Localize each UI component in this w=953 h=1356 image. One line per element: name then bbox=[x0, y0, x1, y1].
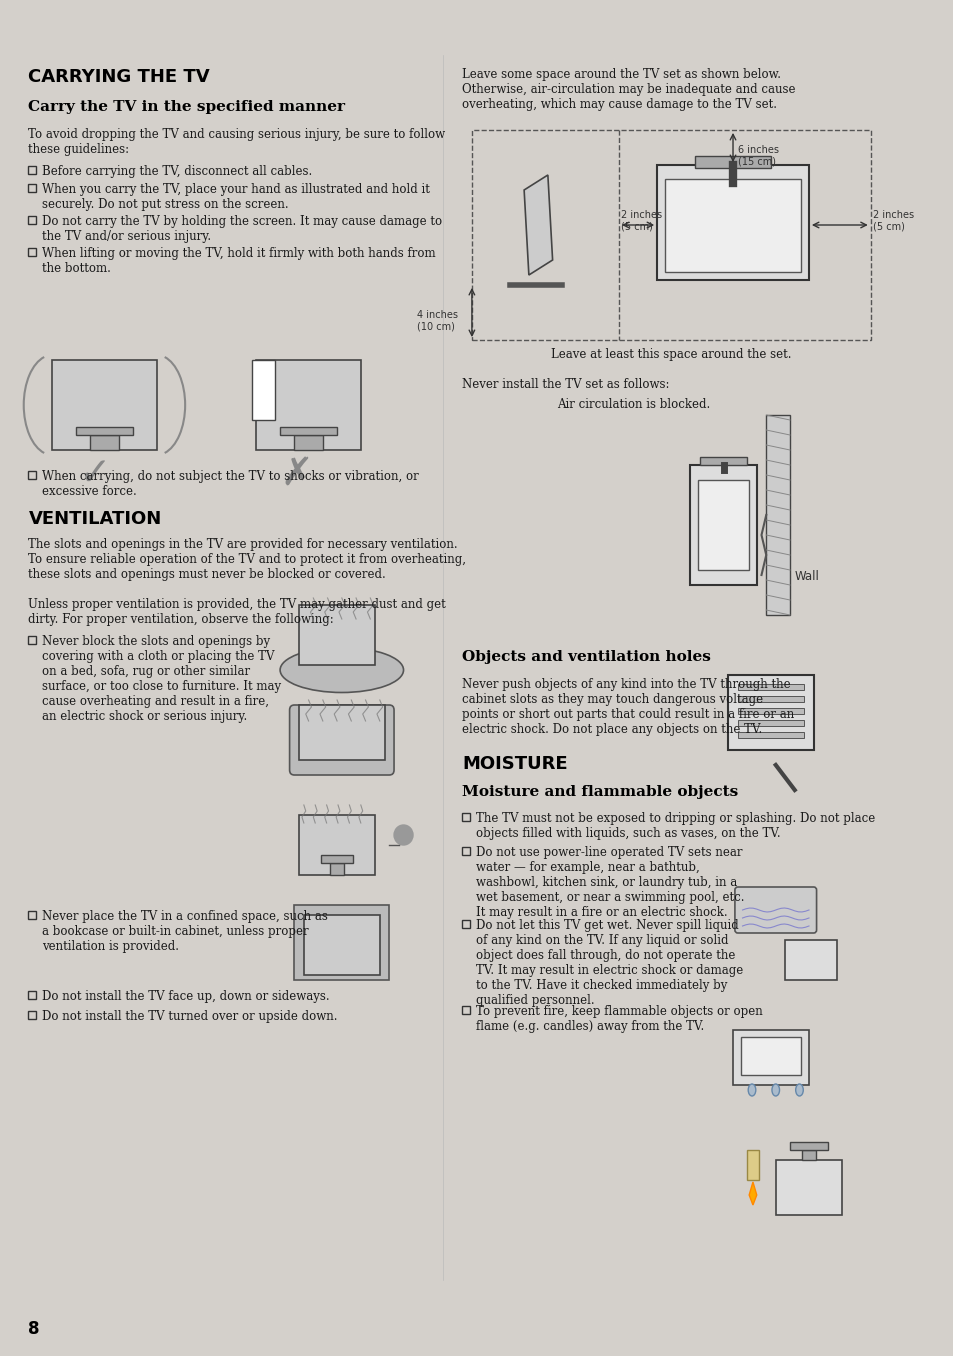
Bar bbox=[737, 683, 803, 690]
Bar bbox=[303, 915, 379, 975]
Polygon shape bbox=[748, 1182, 756, 1205]
Ellipse shape bbox=[280, 648, 403, 693]
Bar bbox=[299, 605, 375, 664]
Text: MOISTURE: MOISTURE bbox=[462, 755, 567, 773]
Bar bbox=[737, 696, 803, 702]
Bar bbox=[462, 919, 470, 928]
Bar bbox=[801, 1150, 815, 1159]
Bar bbox=[698, 480, 748, 570]
Bar bbox=[330, 862, 343, 875]
Bar bbox=[252, 359, 275, 420]
Text: Air circulation is blocked.: Air circulation is blocked. bbox=[557, 399, 710, 411]
Circle shape bbox=[394, 824, 413, 845]
Bar bbox=[740, 1037, 801, 1075]
Bar bbox=[299, 705, 384, 759]
Bar bbox=[789, 1142, 827, 1150]
Text: When lifting or moving the TV, hold it firmly with both hands from
the bottom.: When lifting or moving the TV, hold it f… bbox=[42, 247, 435, 275]
Text: ✓: ✓ bbox=[78, 456, 112, 494]
Text: Leave some space around the TV set as shown below.
Otherwise, air-circulation ma: Leave some space around the TV set as sh… bbox=[462, 68, 795, 111]
Text: Moisture and flammable objects: Moisture and flammable objects bbox=[462, 785, 738, 799]
Bar bbox=[695, 156, 770, 168]
Text: The slots and openings in the TV are provided for necessary ventilation.
To ensu: The slots and openings in the TV are pro… bbox=[29, 538, 466, 580]
Bar bbox=[299, 815, 375, 875]
Text: Do not let this TV get wet. Never spill liquid
of any kind on the TV. If any liq: Do not let this TV get wet. Never spill … bbox=[476, 919, 742, 1008]
Text: Never install the TV set as follows:: Never install the TV set as follows: bbox=[462, 378, 669, 391]
Text: When you carry the TV, place your hand as illustrated and hold it
securely. Do n: When you carry the TV, place your hand a… bbox=[42, 183, 429, 212]
Bar bbox=[765, 415, 789, 616]
Bar bbox=[462, 1006, 470, 1014]
Bar bbox=[737, 720, 803, 725]
Text: Do not install the TV turned over or upside down.: Do not install the TV turned over or ups… bbox=[42, 1010, 337, 1022]
Bar bbox=[294, 904, 389, 980]
Bar bbox=[76, 427, 132, 435]
Text: To avoid dropping the TV and causing serious injury, be sure to follow
these gui: To avoid dropping the TV and causing ser… bbox=[29, 127, 445, 156]
Bar bbox=[29, 911, 36, 919]
Text: Before carrying the TV, disconnect all cables.: Before carrying the TV, disconnect all c… bbox=[42, 165, 312, 178]
Bar bbox=[664, 179, 801, 273]
Text: When carrying, do not subject the TV to shocks or vibration, or
excessive force.: When carrying, do not subject the TV to … bbox=[42, 471, 418, 498]
FancyBboxPatch shape bbox=[290, 705, 394, 776]
Bar bbox=[29, 636, 36, 644]
Bar bbox=[29, 216, 36, 224]
Text: 2 inches
(5 cm): 2 inches (5 cm) bbox=[620, 210, 661, 232]
Text: Objects and ventilation holes: Objects and ventilation holes bbox=[462, 650, 711, 664]
Ellipse shape bbox=[747, 1083, 755, 1096]
Bar bbox=[29, 248, 36, 256]
Ellipse shape bbox=[771, 1083, 779, 1096]
Text: Never push objects of any kind into the TV through the
cabinet slots as they may: Never push objects of any kind into the … bbox=[462, 678, 794, 736]
Bar bbox=[462, 814, 470, 820]
Bar bbox=[462, 848, 470, 856]
Bar bbox=[280, 427, 336, 435]
Text: 2 inches
(5 cm): 2 inches (5 cm) bbox=[872, 210, 913, 232]
Bar bbox=[746, 1150, 758, 1180]
Text: Do not carry the TV by holding the screen. It may cause damage to
the TV and/or : Do not carry the TV by holding the scree… bbox=[42, 216, 441, 243]
Text: ✗: ✗ bbox=[280, 456, 314, 494]
Bar bbox=[775, 1159, 841, 1215]
Text: Never place the TV in a confined space, such as
a bookcase or built-in cabinet, : Never place the TV in a confined space, … bbox=[42, 910, 327, 953]
Bar bbox=[256, 359, 360, 450]
Bar bbox=[737, 732, 803, 738]
Text: Do not install the TV face up, down or sideways.: Do not install the TV face up, down or s… bbox=[42, 990, 329, 1003]
Text: Wall: Wall bbox=[794, 570, 819, 583]
Bar bbox=[657, 165, 808, 279]
Bar bbox=[29, 184, 36, 193]
Text: 6 inches
(15 cm): 6 inches (15 cm) bbox=[737, 145, 778, 167]
Bar bbox=[690, 465, 756, 584]
Bar bbox=[737, 708, 803, 715]
Bar bbox=[29, 471, 36, 479]
Text: To prevent fire, keep flammable objects or open
flame (e.g. candles) away from t: To prevent fire, keep flammable objects … bbox=[476, 1005, 761, 1033]
Bar bbox=[784, 940, 837, 980]
Text: Leave at least this space around the set.: Leave at least this space around the set… bbox=[551, 348, 791, 361]
Text: Do not use power-line operated TV sets near
water — for example, near a bathtub,: Do not use power-line operated TV sets n… bbox=[476, 846, 743, 919]
Bar bbox=[700, 457, 746, 465]
Bar bbox=[29, 1012, 36, 1018]
Bar bbox=[91, 435, 118, 450]
Polygon shape bbox=[523, 175, 552, 275]
Text: Unless proper ventilation is provided, the TV may gather dust and get
dirty. For: Unless proper ventilation is provided, t… bbox=[29, 598, 446, 626]
Bar bbox=[732, 1031, 808, 1085]
Bar bbox=[294, 435, 322, 450]
Text: 4 inches
(10 cm): 4 inches (10 cm) bbox=[416, 311, 457, 332]
Bar bbox=[320, 856, 353, 862]
Text: The TV must not be exposed to dripping or splashing. Do not place
objects filled: The TV must not be exposed to dripping o… bbox=[476, 812, 874, 839]
Text: Carry the TV in the specified manner: Carry the TV in the specified manner bbox=[29, 100, 345, 114]
Text: CARRYING THE TV: CARRYING THE TV bbox=[29, 68, 210, 85]
Text: 8: 8 bbox=[29, 1319, 40, 1338]
Text: Never block the slots and openings by
covering with a cloth or placing the TV
on: Never block the slots and openings by co… bbox=[42, 635, 280, 723]
Bar bbox=[52, 359, 156, 450]
Ellipse shape bbox=[795, 1083, 802, 1096]
Bar bbox=[29, 165, 36, 174]
Bar bbox=[472, 130, 870, 340]
Bar bbox=[727, 675, 813, 750]
Text: VENTILATION: VENTILATION bbox=[29, 510, 162, 527]
Bar bbox=[29, 991, 36, 999]
FancyBboxPatch shape bbox=[734, 887, 816, 933]
